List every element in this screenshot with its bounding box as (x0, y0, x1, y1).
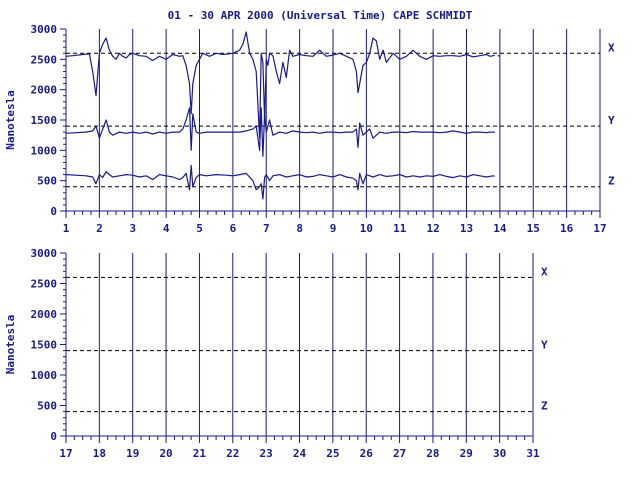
x-tick-label: 15 (527, 222, 540, 235)
x-tick-label: 1 (63, 222, 70, 235)
x-tick-label: 5 (196, 222, 203, 235)
x-tick-label: 28 (426, 447, 439, 460)
x-tick-label: 24 (293, 447, 307, 460)
component-label-y: Y (608, 114, 615, 127)
x-tick-label: 2 (96, 222, 103, 235)
series-z-continued (489, 175, 497, 178)
y-tick-label: 0 (50, 430, 57, 443)
x-tick-label: 16 (560, 222, 574, 235)
x-tick-label: 21 (193, 447, 207, 460)
x-tick-label: 22 (226, 447, 239, 460)
y-tick-label: 500 (37, 400, 57, 413)
series-x-continued (489, 54, 501, 57)
x-tick-label: 17 (59, 447, 72, 460)
x-tick-label: 4 (163, 222, 170, 235)
y-tick-label: 2000 (31, 308, 58, 321)
y-tick-label: 500 (37, 175, 57, 188)
x-tick-label: 29 (460, 447, 473, 460)
y-tick-label: 3000 (31, 247, 58, 260)
y-axis-label: Nanotesla (4, 315, 17, 375)
x-tick-label: 6 (230, 222, 237, 235)
y-tick-label: 2000 (31, 84, 58, 97)
component-label-y: Y (541, 339, 548, 352)
x-tick-label: 17 (593, 222, 606, 235)
component-label-x: X (541, 265, 548, 278)
series-z (65, 164, 491, 200)
x-tick-label: 3 (129, 222, 136, 235)
x-tick-label: 10 (360, 222, 373, 235)
x-tick-label: 20 (159, 447, 172, 460)
series-x (65, 31, 491, 139)
series-y (65, 107, 491, 157)
component-label-z: Z (608, 175, 615, 188)
x-tick-label: 14 (493, 222, 507, 235)
panel-2: 0 500 1000 1500 2000 2500 3000 17 18 19 20 21 22 23 24… (4, 247, 548, 460)
x-tick-label: 11 (393, 222, 407, 235)
x-tick-label: 27 (393, 447, 406, 460)
x-tick-label: 26 (360, 447, 374, 460)
y-tick-label: 2500 (31, 53, 58, 66)
x-tick-label: 13 (460, 222, 473, 235)
component-label-z: Z (541, 400, 548, 413)
chart-title: 01 - 30 APR 2000 (Universal Time) CAPE S… (167, 9, 473, 22)
y-tick-label: 2500 (31, 278, 58, 291)
x-tick-label: 9 (330, 222, 337, 235)
component-label-x: X (608, 41, 615, 54)
y-tick-label: 0 (50, 205, 57, 218)
y-tick-label: 1000 (31, 369, 58, 382)
x-tick-label: 18 (93, 447, 106, 460)
y-tick-label: 3000 (31, 23, 58, 36)
x-tick-label: 19 (126, 447, 139, 460)
y-tick-label: 1500 (31, 339, 58, 352)
x-tick-label: 7 (263, 222, 270, 235)
x-tick-label: 30 (493, 447, 506, 460)
x-tick-label: 8 (296, 222, 303, 235)
x-tick-label: 31 (526, 447, 540, 460)
x-tick-label: 12 (427, 222, 440, 235)
y-tick-label: 1500 (31, 114, 58, 127)
y-tick-label: 1000 (31, 144, 58, 157)
x-tick-label: 23 (260, 447, 273, 460)
x-tick-label: 25 (326, 447, 339, 460)
y-axis-label: Nanotesla (4, 90, 17, 150)
